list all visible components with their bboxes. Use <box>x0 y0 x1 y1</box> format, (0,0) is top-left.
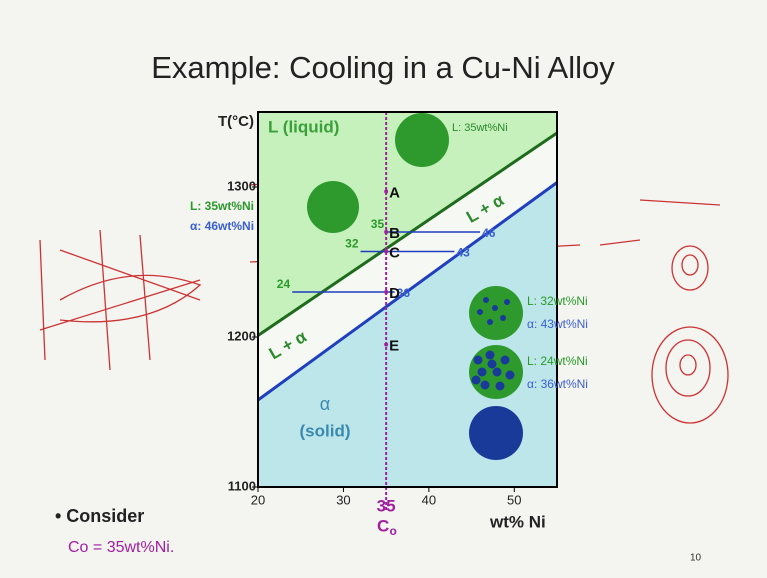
alpha-grain <box>478 368 487 377</box>
annotation: L: 35wt%Ni <box>190 199 254 213</box>
annotation: L: 24wt%Ni <box>527 354 588 368</box>
alpha-grain <box>472 376 481 385</box>
liquid-grain <box>395 113 449 167</box>
x-tick-label: 40 <box>422 492 436 507</box>
alpha-grain <box>506 371 515 380</box>
solid-grain <box>469 406 523 460</box>
slide: Example: Cooling in a Cu-Ni Alloy 1100 12… <box>0 0 767 578</box>
tie-liquid-label: 35 <box>371 217 385 231</box>
alpha-nucleus <box>492 305 498 311</box>
alpha-grain <box>496 382 505 391</box>
point-label: D <box>389 285 400 302</box>
mixed-grain <box>307 181 359 233</box>
point-label: B <box>389 225 400 242</box>
composition-value: 35 <box>377 496 396 515</box>
point-label: C <box>389 244 400 261</box>
tie-solid-label: 43 <box>456 246 470 260</box>
cooling-point <box>384 190 388 194</box>
alpha-grain <box>493 368 502 377</box>
alpha-grain <box>481 381 490 390</box>
cooling-point <box>384 250 388 254</box>
page-number: 10 <box>690 553 702 564</box>
point-label: A <box>389 184 400 201</box>
point-label: E <box>389 337 399 354</box>
annotation: L: 32wt%Ni <box>527 294 588 308</box>
slide-title: Example: Cooling in a Cu-Ni Alloy <box>151 50 615 85</box>
tie-liquid-label: 24 <box>277 277 291 291</box>
cooling-point <box>384 230 388 234</box>
cooling-point <box>384 290 388 294</box>
y-tick-label: 1100 <box>228 478 256 493</box>
mixed-grain <box>469 286 523 340</box>
x-tick-label: 50 <box>507 492 521 507</box>
annotation: α: 46wt%Ni <box>190 219 254 233</box>
x-tick-label: 30 <box>336 492 350 507</box>
alpha-nucleus <box>483 297 489 303</box>
x-axis-label: wt% Ni <box>489 512 546 531</box>
footer-statement: Co = 35wt%Ni. <box>68 539 174 556</box>
alpha-nucleus <box>477 309 483 315</box>
region-solid: α <box>320 394 330 414</box>
alpha-grain <box>501 356 510 365</box>
footer-bullet: • Consider <box>55 506 144 526</box>
alpha-nucleus <box>500 315 506 321</box>
annotation: α: 36wt%Ni <box>527 377 588 391</box>
y-axis-label: T(°C) <box>218 113 254 130</box>
y-tick-label: 1300 <box>227 178 256 193</box>
annotation: α: 43wt%Ni <box>527 317 588 331</box>
y-tick-label: 1200 <box>227 328 256 343</box>
alpha-grain <box>474 356 483 365</box>
x-tick-label: 20 <box>251 492 265 507</box>
tie-liquid-label: 32 <box>345 237 359 251</box>
alpha-nucleus <box>487 319 493 325</box>
tie-solid-label: 46 <box>482 226 496 240</box>
alpha-grain <box>486 351 495 360</box>
alpha-nucleus <box>504 299 510 305</box>
alpha-grain <box>488 360 497 369</box>
cooling-point <box>384 343 388 347</box>
composition-subscript: o <box>389 524 396 538</box>
region-solid-note: (solid) <box>300 421 351 440</box>
composition-symbol: C <box>377 516 389 535</box>
region-liquid: L (liquid) <box>268 117 339 136</box>
annotation: L: 35wt%Ni <box>452 122 508 134</box>
